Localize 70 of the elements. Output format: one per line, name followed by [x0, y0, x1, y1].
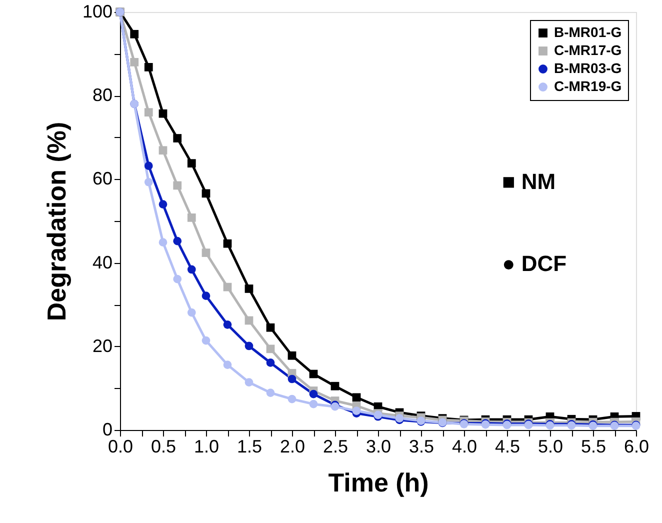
point — [330, 382, 340, 390]
point — [144, 178, 153, 186]
x-tick-label: 4.0 — [452, 436, 478, 456]
x-tick-label: 0.5 — [150, 436, 176, 456]
legend-label: C-MR19-G — [554, 78, 622, 94]
point — [158, 109, 168, 118]
x-tick-label: 0.0 — [108, 436, 134, 456]
point — [244, 378, 254, 387]
point — [187, 213, 196, 222]
x-tick-label: 1.0 — [194, 436, 220, 456]
point — [187, 159, 196, 168]
annotation: ■ NM — [502, 169, 556, 194]
x-tick-label: 6.0 — [624, 436, 650, 456]
point — [352, 393, 361, 402]
point — [266, 358, 275, 367]
point — [202, 189, 210, 198]
legend-label: B-MR03-G — [554, 60, 622, 76]
point — [158, 146, 168, 155]
point — [202, 292, 210, 300]
point — [309, 390, 318, 398]
y-tick-label: 20 — [92, 336, 112, 356]
point — [266, 344, 275, 354]
y-tick-label: 60 — [92, 168, 112, 189]
point — [173, 274, 182, 284]
annotation: ● DCF — [502, 251, 567, 276]
x-tick-label: 1.5 — [236, 436, 262, 456]
point — [187, 308, 196, 317]
legend-label: C-MR17-G — [554, 42, 622, 58]
point — [223, 282, 232, 292]
point — [130, 30, 139, 38]
point — [288, 394, 296, 404]
x-tick-label: 3.5 — [408, 436, 434, 456]
point — [144, 162, 153, 170]
point — [288, 374, 296, 384]
x-tick-label: 2.5 — [322, 436, 348, 456]
point — [173, 236, 182, 246]
x-tick-label: 5.0 — [538, 436, 564, 456]
point — [309, 400, 318, 408]
x-tick-label: 3.0 — [366, 436, 392, 456]
y-tick-label: 40 — [92, 252, 112, 272]
point — [244, 316, 254, 325]
y-tick-label: 0 — [102, 420, 112, 440]
y-axis-title: Degradation (%) — [41, 122, 72, 322]
point — [223, 320, 232, 329]
point — [130, 58, 139, 66]
point — [144, 108, 153, 117]
point — [244, 342, 254, 350]
point — [244, 284, 254, 293]
point — [144, 62, 153, 72]
x-tick-label: 5.5 — [580, 436, 606, 456]
x-axis-title: Time (h) — [328, 468, 429, 498]
point — [202, 248, 210, 257]
point — [266, 388, 275, 397]
x-tick-label: 2.0 — [280, 436, 306, 456]
point — [158, 200, 168, 208]
legend-label: B-MR01-G — [554, 24, 622, 40]
x-tick-label: 4.5 — [494, 436, 520, 456]
point — [158, 238, 168, 246]
point — [352, 406, 361, 415]
point — [202, 336, 210, 345]
y-tick-label: 100 — [82, 2, 112, 22]
point — [288, 351, 296, 360]
point — [309, 370, 318, 378]
point — [223, 360, 232, 369]
point — [266, 323, 275, 332]
y-tick-label: 80 — [92, 85, 112, 106]
point — [223, 239, 232, 248]
point — [173, 134, 182, 142]
point — [187, 265, 196, 274]
point — [173, 181, 182, 190]
